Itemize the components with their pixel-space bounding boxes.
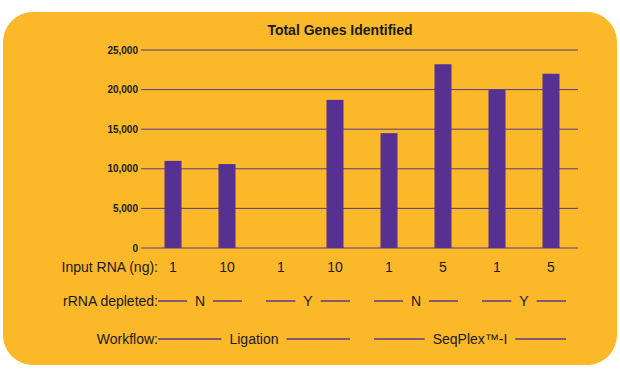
y-tick-label: 5,000 <box>113 203 138 214</box>
tick-mark <box>141 129 146 130</box>
grid-line <box>146 168 578 169</box>
group-label: Y <box>303 293 313 309</box>
grid-line <box>146 129 578 130</box>
x-tick-label: 1 <box>385 259 393 275</box>
grid-line <box>146 208 578 209</box>
y-tick-label: 25,000 <box>107 45 138 56</box>
bar <box>219 164 236 248</box>
group-label: SeqPlex™-I <box>433 331 508 347</box>
group-line <box>374 300 403 302</box>
bar <box>165 161 182 248</box>
x-tick-label: 1 <box>277 259 285 275</box>
tick-mark <box>141 89 146 90</box>
group-line <box>374 338 425 340</box>
group-line <box>287 338 350 340</box>
grid-line <box>146 89 578 90</box>
x-tick-label: 1 <box>169 259 177 275</box>
tick-mark <box>141 208 146 209</box>
group-label: N <box>411 293 421 309</box>
y-tick-label: 15,000 <box>107 124 138 135</box>
x-tick-label: 5 <box>547 259 555 275</box>
x-axis-label: Input RNA (ng): <box>62 259 159 275</box>
bar <box>489 90 506 248</box>
group-label: Ligation <box>229 331 278 347</box>
tick-mark <box>141 50 146 51</box>
level-label: rRNA depleted: <box>63 293 158 309</box>
grid-line <box>146 248 578 249</box>
group-line <box>158 300 187 302</box>
bar <box>435 64 452 248</box>
tick-mark <box>141 168 146 169</box>
x-tick-label: 10 <box>327 259 343 275</box>
bars <box>165 64 560 248</box>
grid-line <box>146 50 578 51</box>
group-line <box>213 300 242 302</box>
x-tick-label: 1 <box>493 259 501 275</box>
group-label: Y <box>519 293 529 309</box>
group-line <box>266 300 295 302</box>
bar <box>381 133 398 248</box>
y-tick-label: 0 <box>132 243 138 254</box>
group-label: N <box>195 293 205 309</box>
y-tick-label: 10,000 <box>107 163 138 174</box>
group-line <box>482 300 511 302</box>
group-line <box>537 300 566 302</box>
x-tick-label: 5 <box>439 259 447 275</box>
group-line <box>515 338 566 340</box>
title: Total Genes Identified <box>267 22 412 38</box>
tick-mark <box>141 248 146 249</box>
group-line <box>429 300 458 302</box>
chart: Total Genes Identified 0 5,000 10,000 15,000… <box>0 0 620 377</box>
x-tick-label: 10 <box>219 259 235 275</box>
chart-root: Total Genes Identified 0 5,000 10,000 15,000… <box>0 0 620 377</box>
y-tick-label: 20,000 <box>107 84 138 95</box>
bar <box>327 100 344 248</box>
bar <box>543 74 560 248</box>
group-line <box>321 300 350 302</box>
group-line <box>158 338 221 340</box>
level-label: Workflow: <box>97 331 158 347</box>
background <box>3 12 617 365</box>
